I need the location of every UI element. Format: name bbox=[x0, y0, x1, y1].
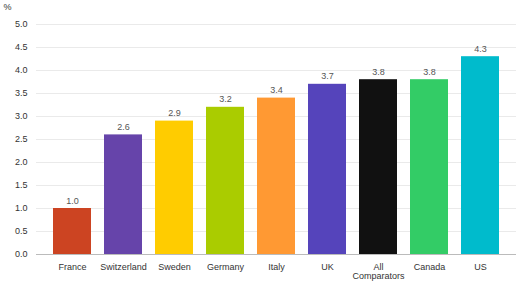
svg-text:2.6: 2.6 bbox=[117, 122, 130, 132]
svg-text:0.5: 0.5 bbox=[15, 226, 28, 236]
svg-text:Sweden: Sweden bbox=[158, 262, 191, 272]
svg-text:AllComparators: AllComparators bbox=[352, 262, 405, 281]
svg-text:0.0: 0.0 bbox=[15, 249, 28, 259]
svg-text:1.0: 1.0 bbox=[66, 196, 79, 206]
svg-text:Switzerland: Switzerland bbox=[100, 262, 147, 272]
svg-text:3.7: 3.7 bbox=[321, 71, 334, 81]
svg-text:3.0: 3.0 bbox=[15, 111, 28, 121]
svg-text:3.4: 3.4 bbox=[270, 85, 283, 95]
svg-text:4.3: 4.3 bbox=[474, 44, 487, 54]
svg-text:3.5: 3.5 bbox=[15, 88, 28, 98]
svg-text:2.0: 2.0 bbox=[15, 157, 28, 167]
svg-text:2.9: 2.9 bbox=[168, 108, 181, 118]
svg-text:France: France bbox=[58, 262, 86, 272]
svg-text:%: % bbox=[4, 2, 12, 12]
svg-text:3.8: 3.8 bbox=[372, 67, 385, 77]
svg-text:4.5: 4.5 bbox=[15, 42, 28, 52]
svg-text:4.0: 4.0 bbox=[15, 65, 28, 75]
svg-text:1.0: 1.0 bbox=[15, 203, 28, 213]
svg-text:3.8: 3.8 bbox=[423, 67, 436, 77]
svg-text:UK: UK bbox=[321, 262, 334, 272]
svg-text:5.0: 5.0 bbox=[15, 19, 28, 29]
svg-text:1.5: 1.5 bbox=[15, 180, 28, 190]
svg-text:2.5: 2.5 bbox=[15, 134, 28, 144]
svg-text:Germany: Germany bbox=[207, 262, 245, 272]
svg-text:Italy: Italy bbox=[268, 262, 285, 272]
svg-text:US: US bbox=[474, 262, 487, 272]
svg-text:Canada: Canada bbox=[414, 262, 446, 272]
svg-text:3.2: 3.2 bbox=[219, 94, 232, 104]
